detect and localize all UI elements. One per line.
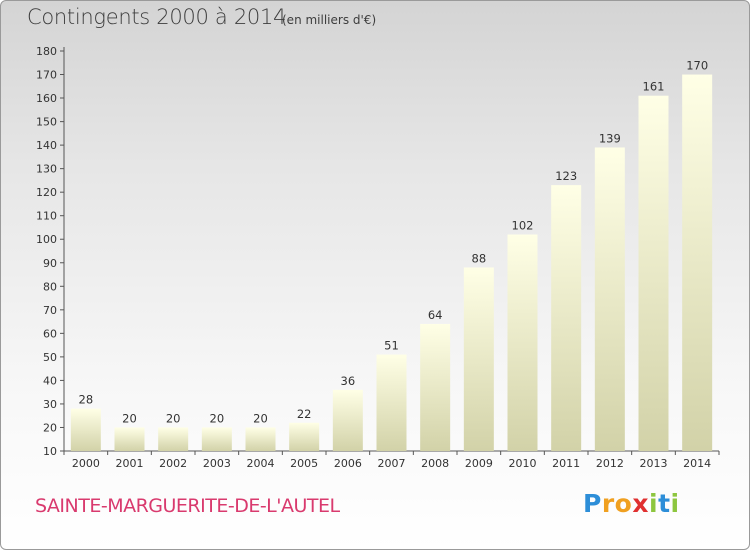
bar (114, 427, 145, 451)
x-tick-label: 2000 (72, 457, 100, 470)
bar (420, 323, 451, 451)
y-tick-label: 130 (36, 163, 57, 176)
y-tick-label: 80 (43, 280, 57, 293)
bar-value-label: 22 (297, 407, 312, 421)
bar-value-label: 123 (555, 169, 577, 183)
chart-axes: 10 20 30 40 50 60 70 80 90 100 110 120 130 140 150 160 1… (36, 45, 720, 470)
y-tick-label: 110 (36, 210, 57, 223)
logo-letter: i (649, 489, 659, 518)
bar (70, 408, 101, 451)
y-tick-label: 10 (43, 445, 57, 458)
bar-value-label: 20 (122, 411, 137, 425)
bar-value-label: 139 (599, 131, 621, 145)
commune-name: SAINTE-MARGUERITE-DE-L'AUTEL (35, 495, 340, 517)
x-tick-label: 2001 (116, 457, 144, 470)
x-tick-label: 2008 (421, 457, 449, 470)
bar-value-label: 20 (253, 411, 268, 425)
y-tick-label: 140 (36, 139, 57, 152)
y-tick-label: 170 (36, 69, 57, 82)
y-tick-label: 180 (36, 45, 57, 58)
proxiti-logo: Proxiti (583, 489, 680, 518)
bar-value-label: 88 (472, 251, 487, 265)
logo-letter: r (601, 489, 615, 518)
bar-value-label: 51 (384, 339, 399, 353)
bar (201, 427, 232, 451)
y-tick-label: 50 (43, 351, 57, 364)
bar (682, 74, 713, 451)
chart-labels: 28 20 20 20 20 22 36 51 64 88 102 123 139 161 170 (79, 59, 709, 426)
x-tick-label: 2003 (203, 457, 231, 470)
bar-value-label: 28 (79, 393, 94, 407)
bar (158, 427, 189, 451)
bar-value-label: 36 (341, 374, 356, 388)
bar (463, 267, 494, 451)
bar (245, 427, 276, 451)
x-tick-label: 2013 (640, 457, 668, 470)
y-tick-label: 40 (43, 374, 57, 387)
logo-letter: i (670, 489, 680, 518)
bar-value-label: 20 (210, 411, 225, 425)
chart-bars (70, 74, 713, 452)
logo-letter: P (583, 489, 602, 518)
bar (638, 95, 669, 452)
bar (289, 422, 320, 451)
y-tick-label: 150 (36, 116, 57, 129)
chart-title: Contingents 2000 à 2014 (27, 5, 287, 29)
x-tick-label: 2012 (596, 457, 624, 470)
y-tick-label: 90 (43, 257, 57, 270)
chart-unit: (en milliers d'€) (282, 13, 377, 27)
x-tick-label: 2002 (159, 457, 187, 470)
bar-value-label: 102 (512, 219, 534, 233)
x-tick-label: 2014 (683, 457, 711, 470)
bar (507, 234, 538, 451)
y-tick-label: 160 (36, 92, 57, 105)
x-tick-label: 2010 (509, 457, 537, 470)
logo-letter: o (614, 489, 633, 518)
x-tick-label: 2005 (290, 457, 318, 470)
y-tick-label: 30 (43, 398, 57, 411)
x-tick-label: 2006 (334, 457, 362, 470)
y-tick-label: 100 (36, 233, 57, 246)
bar (551, 185, 582, 451)
bar (332, 389, 363, 451)
bar (594, 147, 625, 451)
logo-letter: x (632, 489, 649, 518)
x-tick-label: 2009 (465, 457, 493, 470)
logo-letter: t (658, 489, 671, 518)
y-tick-label: 60 (43, 327, 57, 340)
bar-value-label: 20 (166, 411, 181, 425)
y-tick-label: 120 (36, 186, 57, 199)
bar-value-label: 64 (428, 308, 443, 322)
y-tick-label: 70 (43, 304, 57, 317)
y-tick-label: 20 (43, 421, 57, 434)
bar-value-label: 170 (686, 59, 708, 73)
bar-value-label: 161 (643, 80, 665, 94)
x-tick-label: 2004 (247, 457, 275, 470)
x-tick-label: 2007 (378, 457, 406, 470)
bar (376, 354, 407, 451)
x-tick-label: 2011 (552, 457, 580, 470)
